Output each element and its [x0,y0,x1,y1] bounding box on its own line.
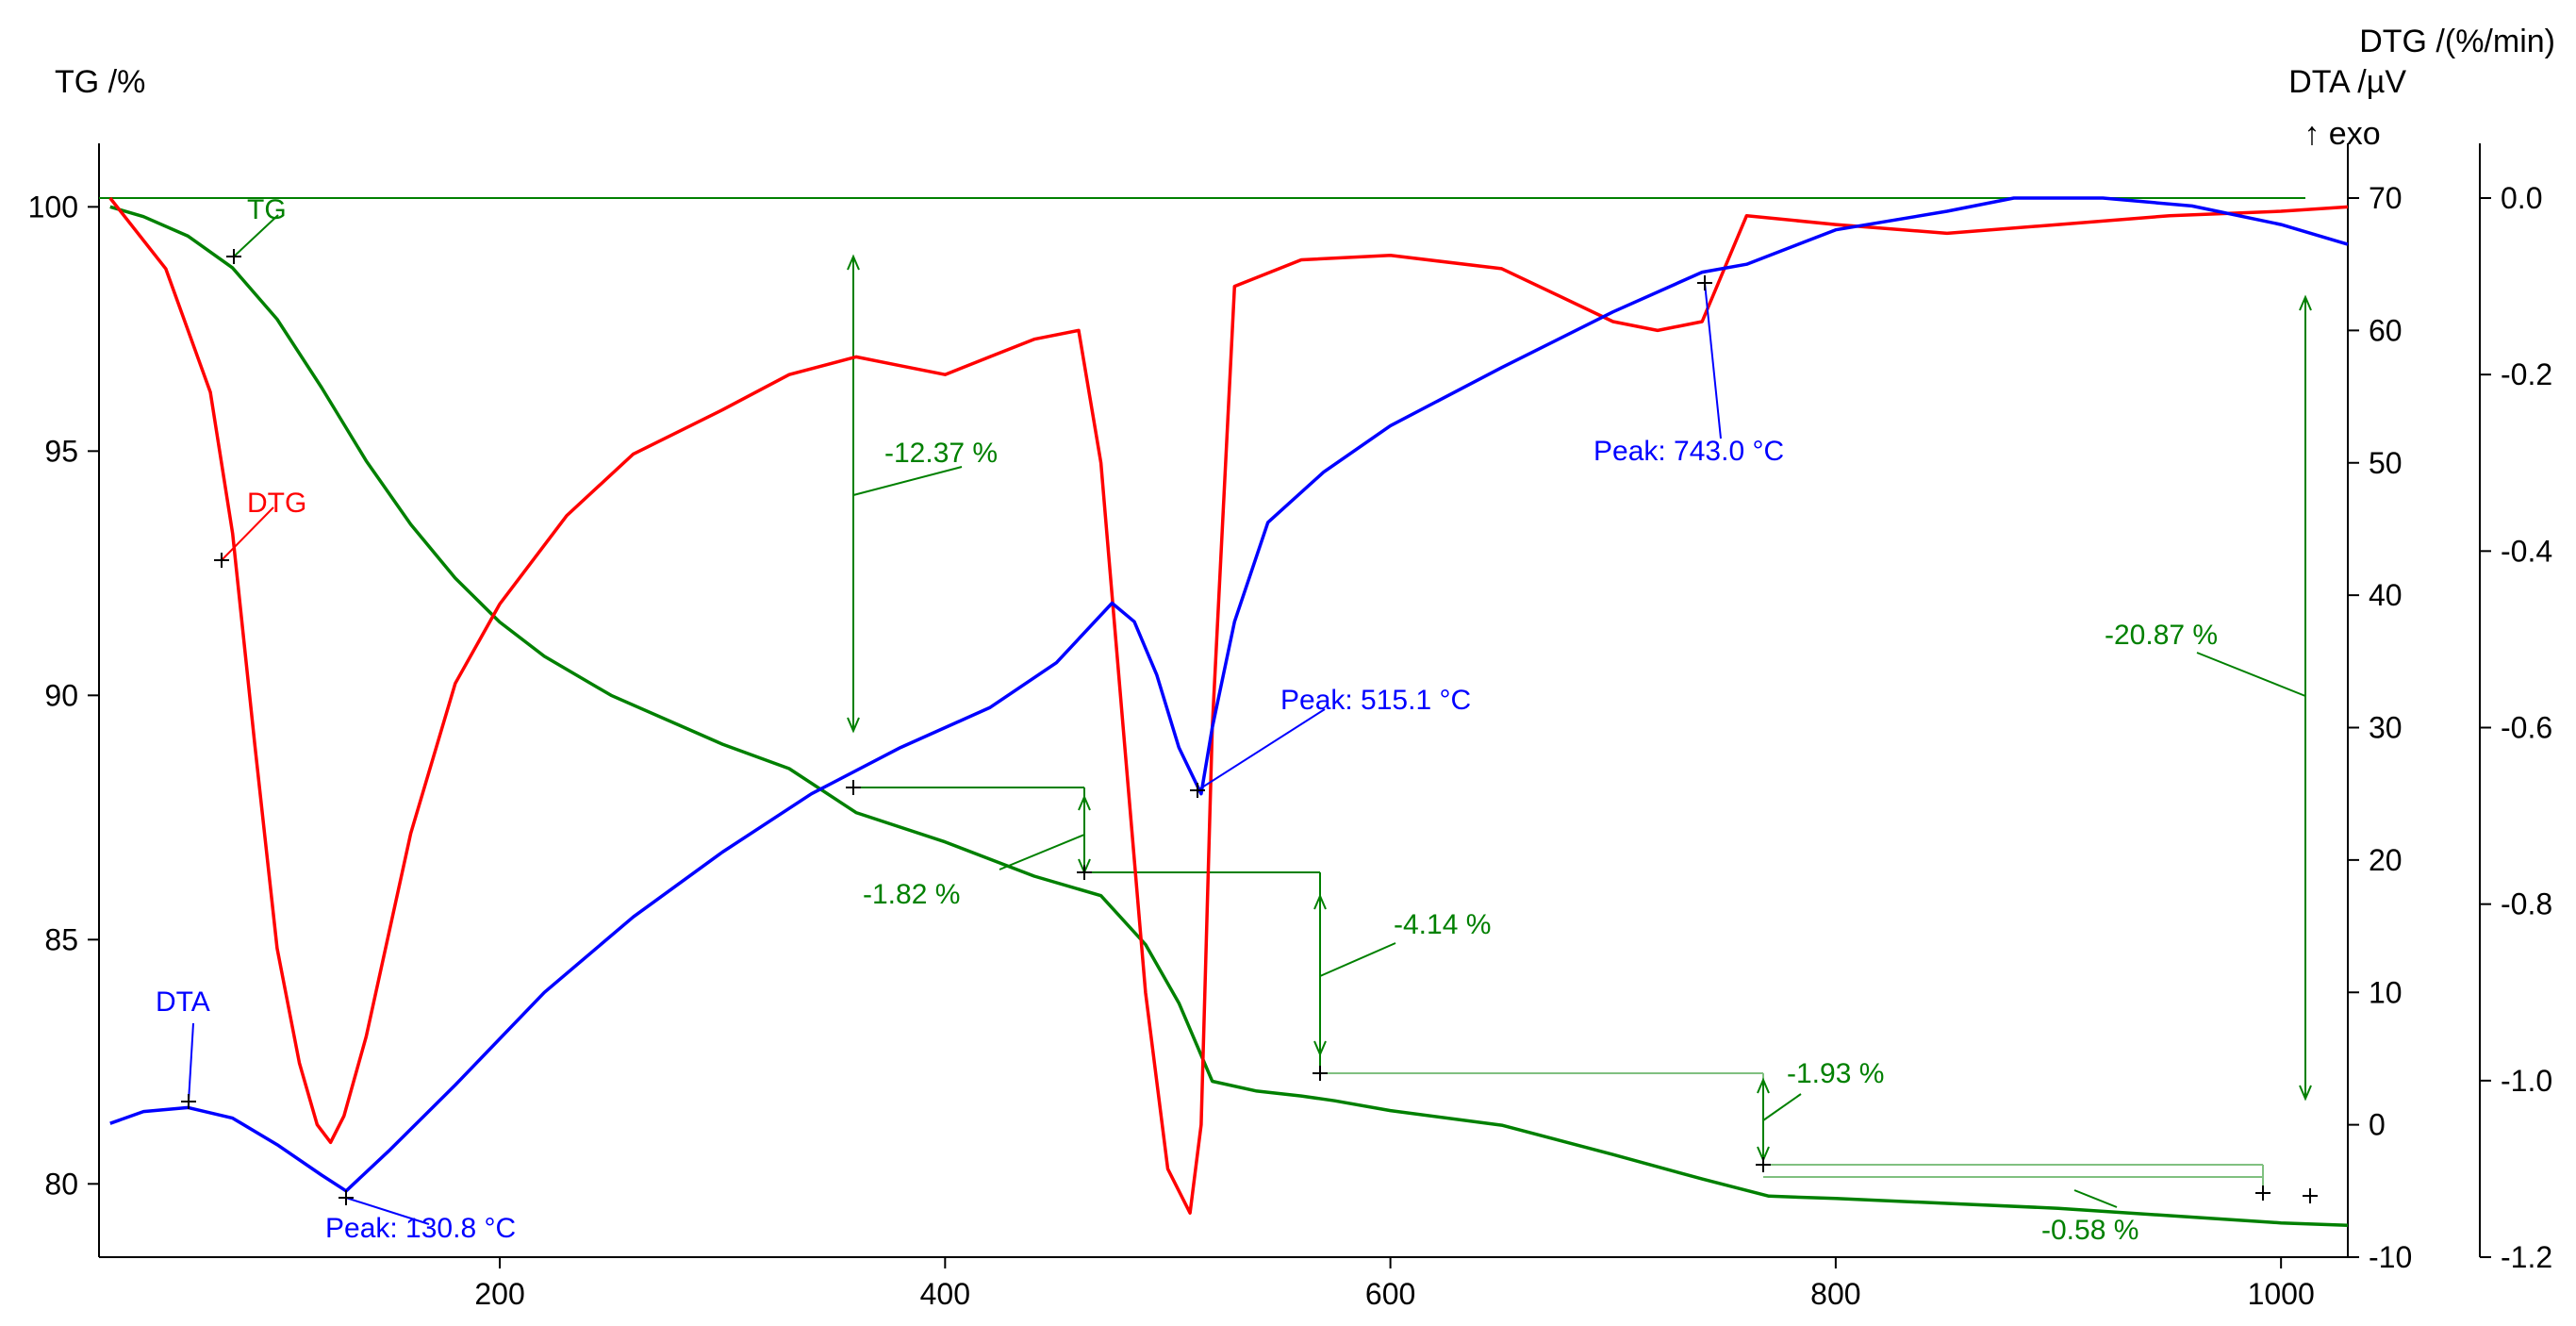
m5-leader [2073,1189,2118,1208]
dtg-tick-label: -0.2 [2501,357,2552,391]
dtg-tick-label: -0.6 [2501,711,2552,745]
dta-tick-label: 20 [2369,843,2403,877]
x-tick-label: 200 [474,1277,524,1311]
annotation-peak3: Peak: 743.0 °C [1593,436,1784,467]
annotation-peak2: Peak: 515.1 °C [1280,685,1471,716]
x-tick-label: 800 [1810,1277,1860,1311]
dtg-curve [108,196,2349,1215]
m6-leader [2196,652,2306,697]
dtg-tick-label: -0.4 [2501,534,2552,568]
axis-ticks: 200 400 600 800 1000 80 85 90 95 100 -10 0 10 20 30 40 5… [28,181,2553,1311]
dta-tick-label: 40 [2369,578,2403,612]
dta-tick-label: 70 [2369,181,2403,215]
annotation-peak1: Peak: 130.8 °C [325,1213,516,1244]
tg-axis-title: TG /% [55,64,145,100]
tg-tick-label: 100 [28,190,78,224]
tg-label-leader [233,214,279,257]
dta-tick-label: 50 [2369,446,2403,480]
arrow-head [847,254,860,271]
dtg-axis-title: DTG /(%/min) [2359,24,2555,59]
dta-axis-title: DTA /µV [2288,64,2406,100]
tg-tick-label: 85 [44,922,78,956]
arrow-head [2299,294,2312,311]
exo-direction-label: ↑ exo [2304,116,2380,152]
m1-leader [852,466,963,496]
curves [108,196,2349,1228]
peak2-leader [1197,708,1326,791]
m4-leader [1762,1093,1802,1121]
tg-tick-label: 80 [44,1167,78,1201]
dta-curve [109,196,2349,1193]
tg-tick-label: 90 [44,678,78,712]
annotation-m4: -1.93 % [1787,1058,1884,1089]
dtg-label-leader [221,506,274,561]
annotation-m2: -1.82 % [863,879,960,910]
tg-curve [109,205,2349,1228]
annotation-m5: -0.58 % [2041,1215,2138,1246]
dta-tick-label: -10 [2369,1240,2412,1274]
x-tick-label: 400 [920,1277,970,1311]
dta-label-leader [188,1022,194,1102]
x-tick-label: 1000 [2248,1277,2315,1311]
arrow-head [1313,1040,1327,1057]
m3-leader [1319,942,1396,977]
annotation-m1: -12.37 % [884,438,998,469]
arrow-head [1757,1077,1770,1094]
tg-tick-label: 95 [44,434,78,468]
annotation-dta: DTA [156,986,210,1018]
arrow-head [2299,1085,2312,1102]
dtg-tick-label: -0.8 [2501,887,2552,921]
annotations: TG DTG DTA Peak: 130.8 °C Peak: 515.1 °C Peak… [156,194,2318,1246]
dta-tick-label: 30 [2369,711,2403,745]
arrow-head [1078,794,1091,811]
dtg-tick-label: 0.0 [2501,181,2542,215]
x-tick-label: 600 [1365,1277,1415,1311]
peak1-leader [345,1197,430,1225]
dtg-tick-label: -1.2 [2501,1240,2552,1274]
dta-tick-label: 0 [2369,1108,2386,1142]
annotation-dtg: DTG [247,488,306,519]
arrow-head [1313,893,1327,910]
arrow-head [847,717,860,734]
step-markers [99,197,2312,1193]
annotation-tg: TG [247,194,287,225]
peak3-leader [1704,282,1722,439]
m2-leader [999,834,1085,870]
annotation-m6: -20.87 % [2105,620,2218,651]
dta-tick-label: 10 [2369,975,2403,1009]
dta-tick-label: 60 [2369,313,2403,347]
annotation-m3: -4.14 % [1394,909,1491,940]
dtg-tick-label: -1.0 [2501,1064,2552,1098]
